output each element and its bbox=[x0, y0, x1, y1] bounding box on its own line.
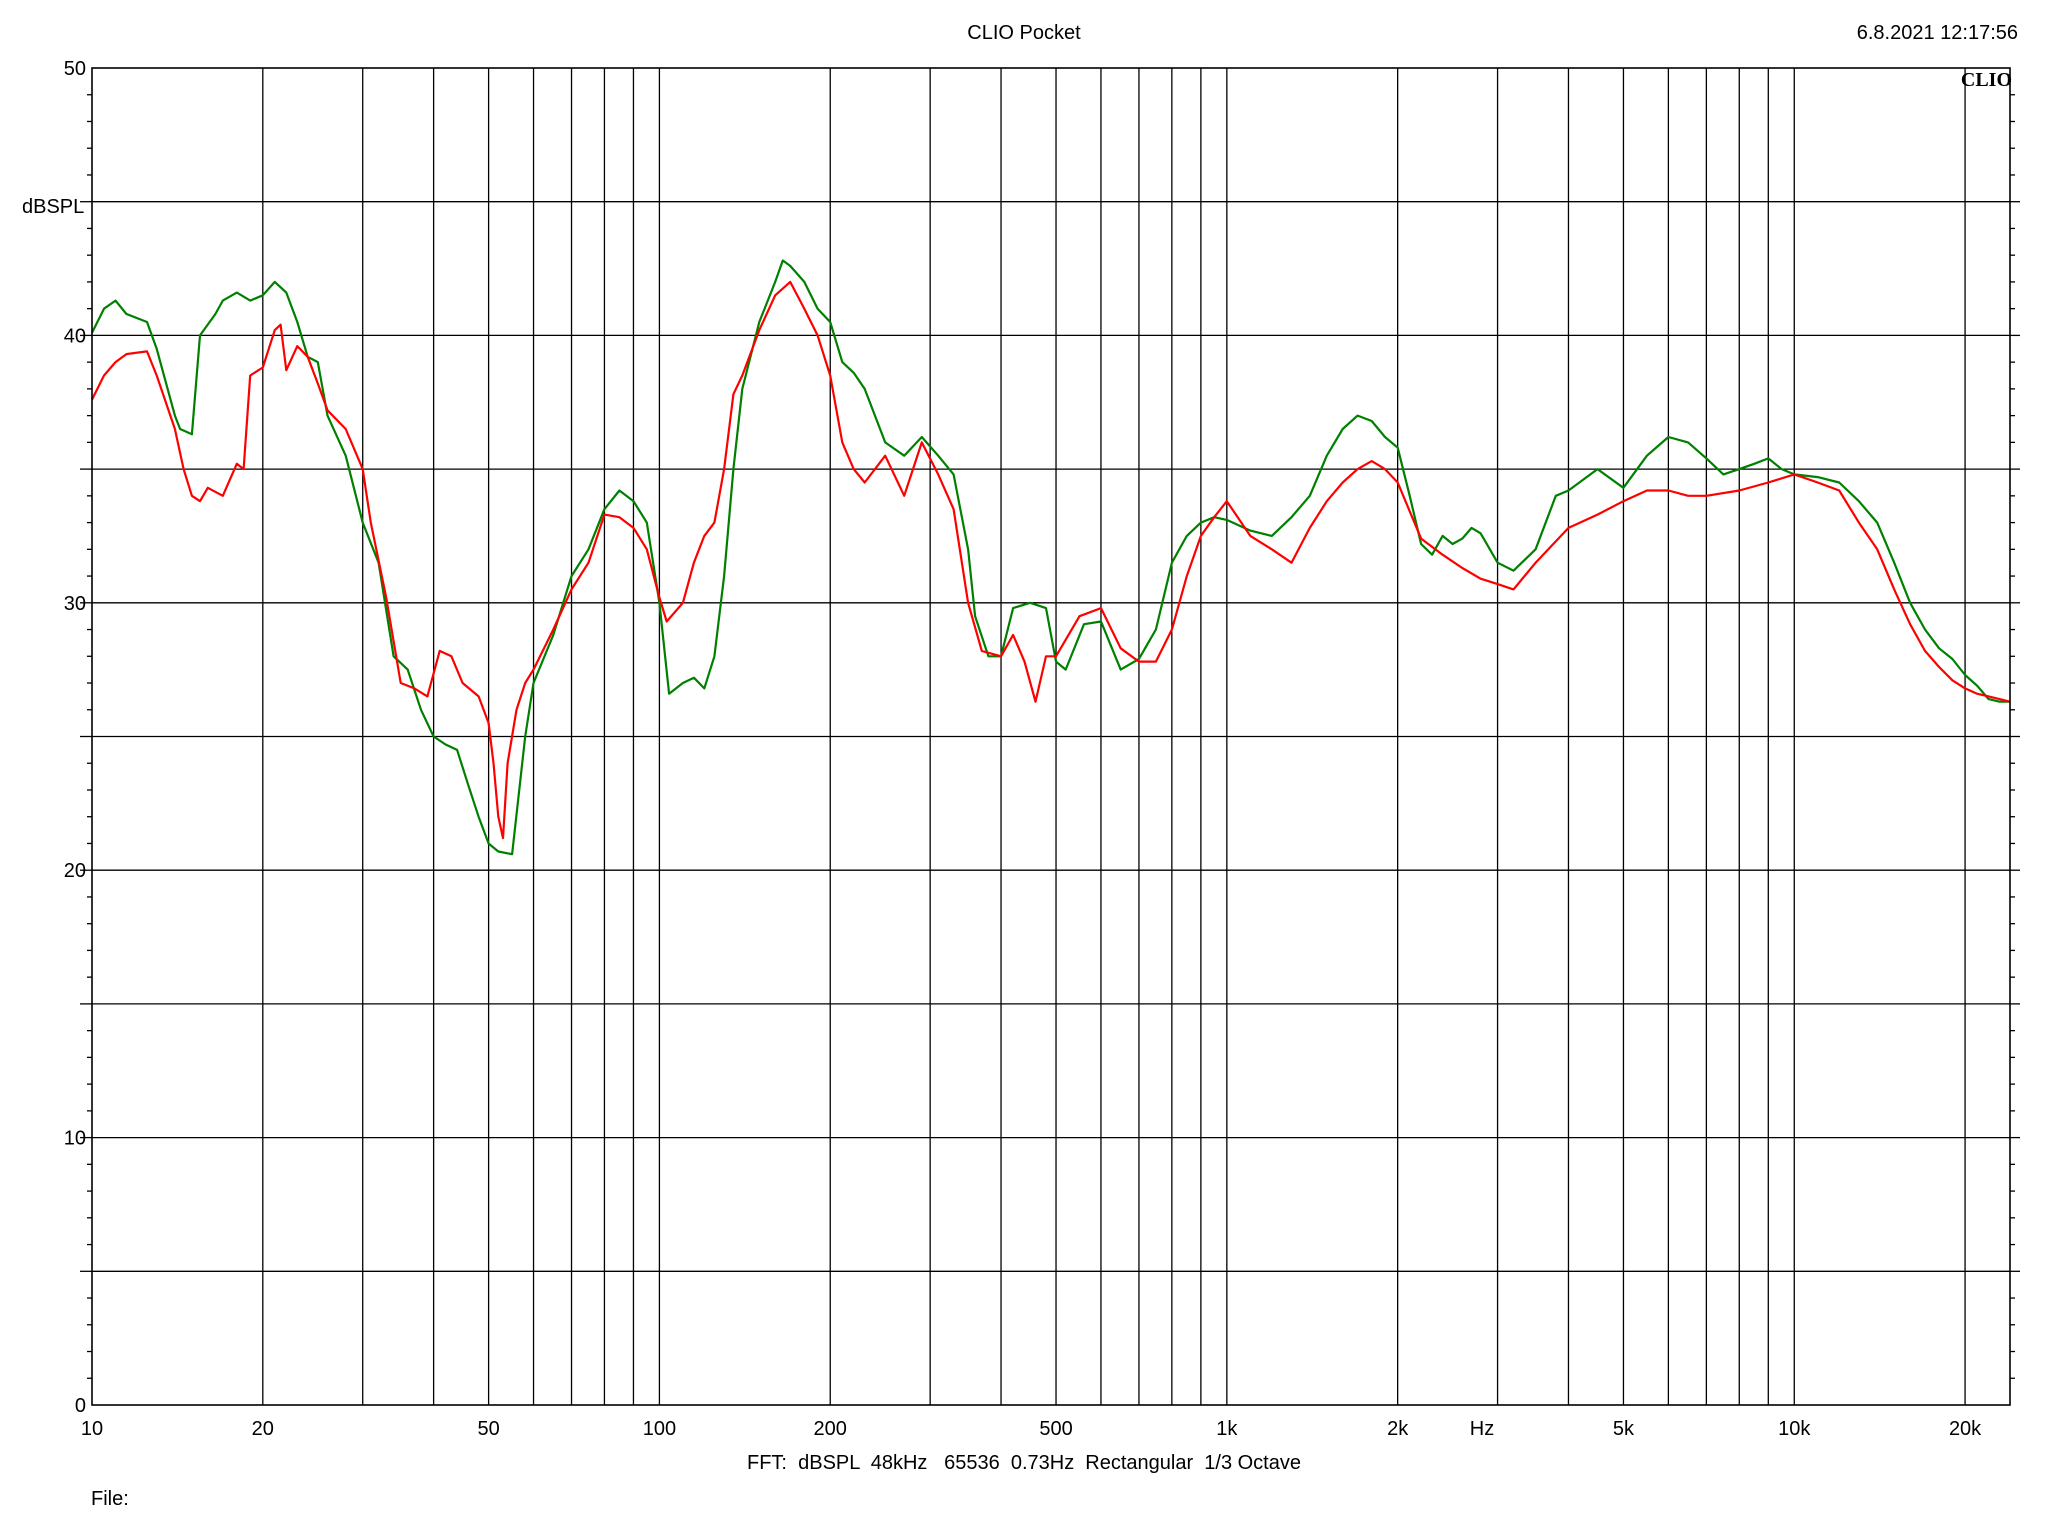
y-tick-label: 30 bbox=[64, 593, 86, 615]
y-tick-label: 0 bbox=[75, 1395, 86, 1417]
x-tick-label: 10 bbox=[81, 1418, 103, 1440]
chart-title: CLIO Pocket bbox=[967, 22, 1081, 44]
x-tick-label: 2k bbox=[1387, 1418, 1409, 1440]
y-tick-label: 20 bbox=[64, 860, 86, 882]
file-label: File: bbox=[91, 1488, 129, 1510]
y-tick-label: 50 bbox=[64, 58, 86, 80]
y-axis-label: dBSPL bbox=[22, 196, 84, 218]
x-tick-label: 200 bbox=[814, 1418, 847, 1440]
x-tick-label: 1k bbox=[1216, 1418, 1238, 1440]
series-layer bbox=[91, 259, 2011, 856]
y-tick-label: 10 bbox=[64, 1128, 86, 1150]
grid bbox=[92, 68, 2010, 1405]
x-tick-label: 50 bbox=[477, 1418, 499, 1440]
series-line-2 bbox=[91, 280, 2011, 840]
measurement-settings: FFT: dBSPL 48kHz 65536 0.73Hz Rectangula… bbox=[747, 1452, 1301, 1474]
x-tick-label: 100 bbox=[643, 1418, 676, 1440]
series-line-1 bbox=[91, 259, 2010, 856]
x-tick-label: 500 bbox=[1039, 1418, 1072, 1440]
x-tick-label: 5k bbox=[1613, 1418, 1635, 1440]
x-tick-label: 20 bbox=[252, 1418, 274, 1440]
plot-frame bbox=[91, 67, 2011, 1406]
y-tick-label: 40 bbox=[64, 325, 86, 347]
timestamp: 6.8.2021 12:17:56 bbox=[1856, 22, 2018, 44]
x-tick-label: 10k bbox=[1778, 1418, 1811, 1440]
x-axis-label: Hz bbox=[1470, 1418, 1494, 1440]
clio-logo: CLIO bbox=[1961, 69, 2012, 91]
x-tick-label: 20k bbox=[1949, 1418, 1982, 1440]
